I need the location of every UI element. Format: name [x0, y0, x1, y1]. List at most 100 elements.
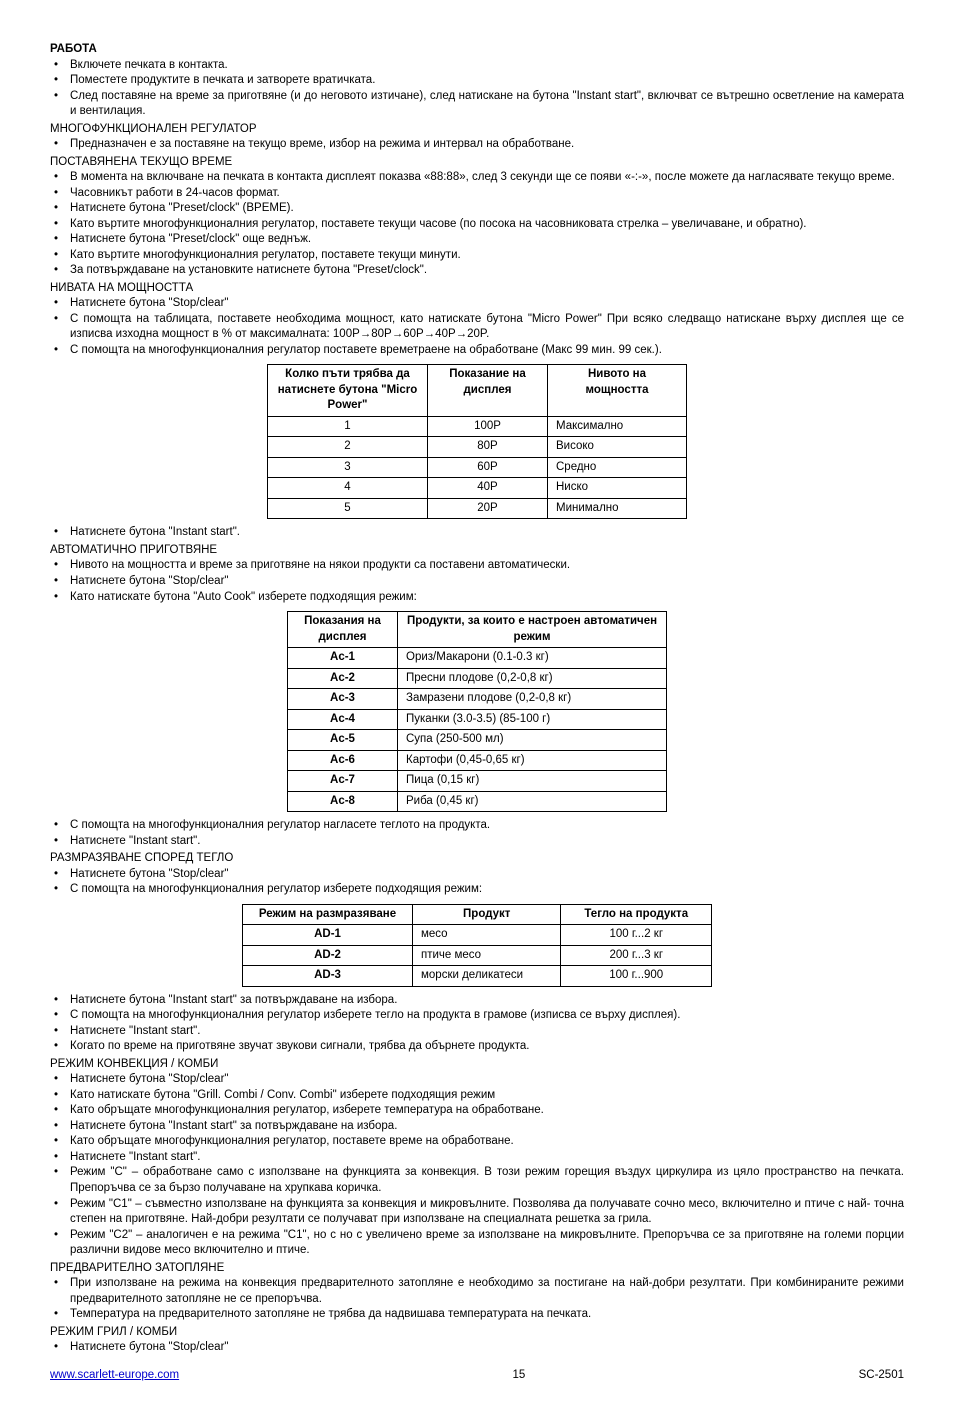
list-item: Натиснете бутона "Stop/clear"	[70, 867, 904, 883]
table-cell: 40P	[428, 478, 548, 499]
list-item: Когато по време на приготвяне звучат зву…	[70, 1039, 904, 1055]
table-cell: Замразени плодове (0,2-0,8 кг)	[398, 689, 667, 710]
section-heading-preheat: ПРЕДВАРИТЕЛНО ЗАТОПЛЯНЕ	[50, 1261, 904, 1277]
footer-page-number: 15	[512, 1368, 525, 1384]
autocook-list: Нивото на мощността и време за приготвян…	[50, 558, 904, 605]
table-cell: Картофи (0,45-0,65 кг)	[398, 750, 667, 771]
list-item: Като въртите многофункционалния регулато…	[70, 217, 904, 233]
defrost-table-hdr-0: Режим на размразяване	[243, 904, 413, 925]
list-item: Като натискате бутона "Auto Cook" избере…	[70, 590, 904, 606]
section-heading-convcombi: РЕЖИМ КОНВЕКЦИЯ / КОМБИ	[50, 1057, 904, 1073]
list-item: Натиснете бутона "Stop/clear"	[70, 574, 904, 590]
table-row: AD-3морски деликатеси100 г...900	[243, 966, 712, 987]
list-item: Натиснете бутона "Instant start" за потв…	[70, 993, 904, 1009]
table-cell: 2	[268, 437, 428, 458]
list-item: Натиснете бутона "Preset/clock" (ВРЕМЕ).	[70, 201, 904, 217]
table-cell: 20P	[428, 498, 548, 519]
list-item: Като натискате бутона "Grill. Combi / Co…	[70, 1088, 904, 1104]
table-row: Ac-6Картофи (0,45-0,65 кг)	[288, 750, 667, 771]
auto-table-hdr-0: Показания на дисплея	[288, 612, 398, 648]
grill-list: Натиснете бутона "Stop/clear"	[50, 1340, 904, 1356]
section-heading-settime: ПОСТАВЯНЕНА ТЕКУЩО ВРЕМЕ	[50, 155, 904, 171]
table-cell: Ac-3	[288, 689, 398, 710]
defrost-table-hdr-1: Продукт	[413, 904, 561, 925]
list-item: Режим "C1" – съвместно използване на фун…	[70, 1197, 904, 1228]
power-table-hdr-0: Колко пъти трябва да натиснете бутона "M…	[268, 365, 428, 417]
auto-table-hdr-1: Продукти, за които е настроен автоматиче…	[398, 612, 667, 648]
list-item: Натиснете "Instant start".	[70, 1024, 904, 1040]
list-item: Поместете продуктите в печката и затворе…	[70, 73, 904, 89]
table-cell: Ac-8	[288, 791, 398, 812]
list-item: Натиснете бутона "Stop/clear"	[70, 1072, 904, 1088]
table-cell: 100P	[428, 416, 548, 437]
list-item: Като въртите многофункционалния регулато…	[70, 248, 904, 264]
table-row: 520PМинимално	[268, 498, 687, 519]
list-item: Като обръщате многофункционалния регулат…	[70, 1103, 904, 1119]
list-item: Натиснете бутона "Stop/clear"	[70, 296, 904, 312]
table-cell: Ac-5	[288, 730, 398, 751]
work-list: Включете печката в контакта.Поместете пр…	[50, 58, 904, 120]
table-cell: 100 г...2 кг	[561, 925, 712, 946]
table-row: 1100PМаксимално	[268, 416, 687, 437]
list-item: Температура на предварителното затопляне…	[70, 1307, 904, 1323]
table-cell: AD-1	[243, 925, 413, 946]
table-cell: птиче месо	[413, 945, 561, 966]
list-item: При използване на режима на конвекция пр…	[70, 1276, 904, 1307]
list-item: Натиснете "Instant start".	[70, 1150, 904, 1166]
power-table: Колко пъти трябва да натиснете бутона "M…	[267, 364, 687, 519]
list-item: Предназначен е за поставяне на текущо вр…	[70, 137, 904, 153]
power-list: Натиснете бутона "Stop/clear"С помощта н…	[50, 296, 904, 358]
table-cell: Ac-7	[288, 771, 398, 792]
table-cell: Ориз/Макарони (0.1-0.3 кг)	[398, 648, 667, 669]
section-heading-grill: РЕЖИМ ГРИЛ / КОМБИ	[50, 1325, 904, 1341]
multifunc-list: Предназначен е за поставяне на текущо вр…	[50, 137, 904, 153]
table-cell: морски деликатеси	[413, 966, 561, 987]
list-item: С помощта на многофункционалния регулато…	[70, 818, 904, 834]
table-row: Ac-4Пуканки (3.0-3.5) (85-100 г)	[288, 709, 667, 730]
table-row: 440PНиско	[268, 478, 687, 499]
table-cell: Риба (0,45 кг)	[398, 791, 667, 812]
list-item: След поставяне на време за приготвяне (и…	[70, 89, 904, 120]
list-item: Часовникът работи в 24-часов формат.	[70, 186, 904, 202]
table-row: AD-2птиче месо200 г...3 кг	[243, 945, 712, 966]
table-cell: 1	[268, 416, 428, 437]
table-cell: Средно	[548, 457, 687, 478]
table-cell: Супа (250-500 мл)	[398, 730, 667, 751]
power-table-body: 1100PМаксимално280PВисоко360PСредно440PН…	[268, 416, 687, 519]
post-power-list: Натиснете бутона "Instant start".	[50, 525, 904, 541]
table-cell: 60P	[428, 457, 548, 478]
table-cell: Пуканки (3.0-3.5) (85-100 г)	[398, 709, 667, 730]
table-row: 360PСредно	[268, 457, 687, 478]
section-heading-autocook: АВТОМАТИЧНО ПРИГОТВЯНЕ	[50, 543, 904, 559]
table-cell: Ac-6	[288, 750, 398, 771]
defrost-list: Натиснете бутона "Stop/clear"С помощта н…	[50, 867, 904, 898]
preheat-list: При използване на режима на конвекция пр…	[50, 1276, 904, 1323]
power-table-hdr-1: Показание на дисплея	[428, 365, 548, 417]
table-row: Ac-1Ориз/Макарони (0.1-0.3 кг)	[288, 648, 667, 669]
list-item: Като обръщате многофункционалния регулат…	[70, 1134, 904, 1150]
table-row: Ac-8Риба (0,45 кг)	[288, 791, 667, 812]
table-cell: Ac-1	[288, 648, 398, 669]
list-item: Натиснете бутона "Instant start" за потв…	[70, 1119, 904, 1135]
post-auto-list: С помощта на многофункционалния регулато…	[50, 818, 904, 849]
defrost-table: Режим на размразяване Продукт Тегло на п…	[242, 904, 712, 987]
list-item: С помощта на таблицата, поставете необхо…	[70, 312, 904, 343]
table-cell: 80P	[428, 437, 548, 458]
list-item: С помощта на многофункционалния регулато…	[70, 343, 904, 359]
table-cell: AD-2	[243, 945, 413, 966]
table-cell: Минимално	[548, 498, 687, 519]
settime-list: В момента на включване на печката в конт…	[50, 170, 904, 279]
footer-link[interactable]: www.scarlett-europe.com	[50, 1368, 179, 1384]
list-item: За потвърждаване на установките натиснет…	[70, 263, 904, 279]
table-cell: Ac-4	[288, 709, 398, 730]
table-row: Ac-5Супа (250-500 мл)	[288, 730, 667, 751]
footer-model: SC-2501	[859, 1368, 904, 1384]
list-item: Режим "C" – обработване само с използван…	[70, 1165, 904, 1196]
table-cell: 4	[268, 478, 428, 499]
table-row: Ac-7Пица (0,15 кг)	[288, 771, 667, 792]
defrost-table-hdr-2: Тегло на продукта	[561, 904, 712, 925]
auto-table: Показания на дисплея Продукти, за които …	[287, 611, 667, 812]
table-cell: AD-3	[243, 966, 413, 987]
table-row: Ac-3Замразени плодове (0,2-0,8 кг)	[288, 689, 667, 710]
list-item: Включете печката в контакта.	[70, 58, 904, 74]
